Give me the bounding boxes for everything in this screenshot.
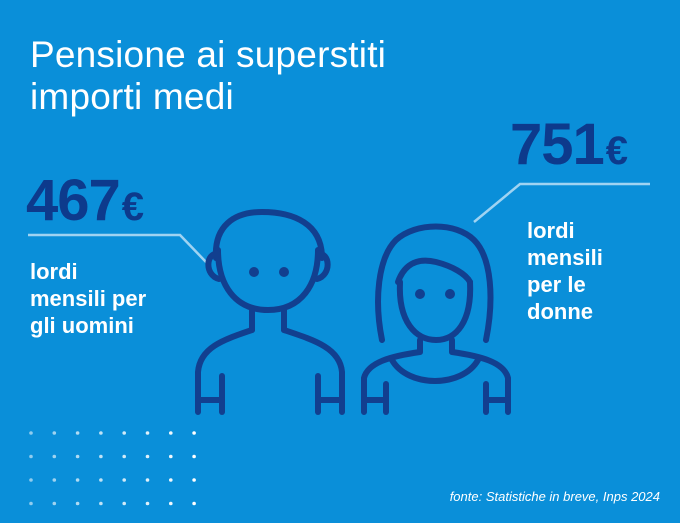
women-amount-value: 751 <box>510 112 605 177</box>
decoration-dot <box>122 454 126 459</box>
decoration-dot <box>29 501 33 506</box>
man-bust-icon <box>195 209 345 415</box>
decoration-dot <box>192 454 196 459</box>
decoration-dot <box>99 454 103 459</box>
decoration-dot <box>52 454 57 459</box>
women-label-line: lordi <box>527 218 575 243</box>
dot-grid-decoration <box>29 431 196 506</box>
source-footnote: fonte: Statistiche in breve, Inps 2024 <box>449 489 660 504</box>
women-connector-line <box>473 182 650 223</box>
page-title: Pensione ai superstiti importi medi <box>30 34 386 118</box>
title-line-2: importi medi <box>30 76 234 117</box>
men-amount-value: 467 <box>26 168 121 233</box>
decoration-dot <box>75 501 80 506</box>
decoration-dot <box>29 478 33 482</box>
decoration-dot <box>99 431 103 435</box>
men-label-line: mensili per <box>30 286 147 311</box>
decoration-dot <box>122 431 126 435</box>
women-label: lordi mensili per le donne <box>527 217 603 325</box>
decoration-dot <box>122 501 126 506</box>
women-label-line: per le <box>527 272 586 297</box>
women-currency-symbol: € <box>605 129 628 173</box>
men-amount: 467€ <box>26 172 144 230</box>
women-label-line: mensili <box>527 245 603 270</box>
title-line-1: Pensione ai superstiti <box>30 34 387 75</box>
men-label-line: lordi <box>30 259 78 284</box>
decoration-dot <box>52 431 57 435</box>
decoration-dot <box>145 501 150 506</box>
decoration-dot <box>75 454 80 459</box>
women-amount: 751€ <box>510 116 628 174</box>
decoration-dot <box>75 431 80 435</box>
women-label-line: donne <box>527 299 593 324</box>
decoration-dot <box>145 454 150 459</box>
decoration-dot <box>99 478 103 482</box>
decoration-dot <box>192 431 196 435</box>
decoration-dot <box>29 431 33 435</box>
decoration-dot <box>145 478 150 482</box>
decoration-dot <box>29 454 33 459</box>
men-connector-line <box>28 233 207 263</box>
men-label: lordi mensili per gli uomini <box>30 258 146 339</box>
decoration-dot <box>169 454 173 459</box>
decoration-dot <box>75 478 80 482</box>
decoration-dot <box>99 501 103 506</box>
men-currency-symbol: € <box>121 185 144 229</box>
decoration-dot <box>169 431 173 435</box>
decoration-dot <box>192 478 196 482</box>
men-label-line: gli uomini <box>30 313 134 338</box>
decoration-dot <box>145 431 150 435</box>
decoration-dot <box>192 501 196 506</box>
woman-bust-icon <box>361 223 511 415</box>
decoration-dot <box>122 478 126 482</box>
decoration-dot <box>52 501 57 506</box>
decoration-dot <box>169 478 173 482</box>
decoration-dot <box>169 501 173 506</box>
decoration-dot <box>52 478 57 482</box>
